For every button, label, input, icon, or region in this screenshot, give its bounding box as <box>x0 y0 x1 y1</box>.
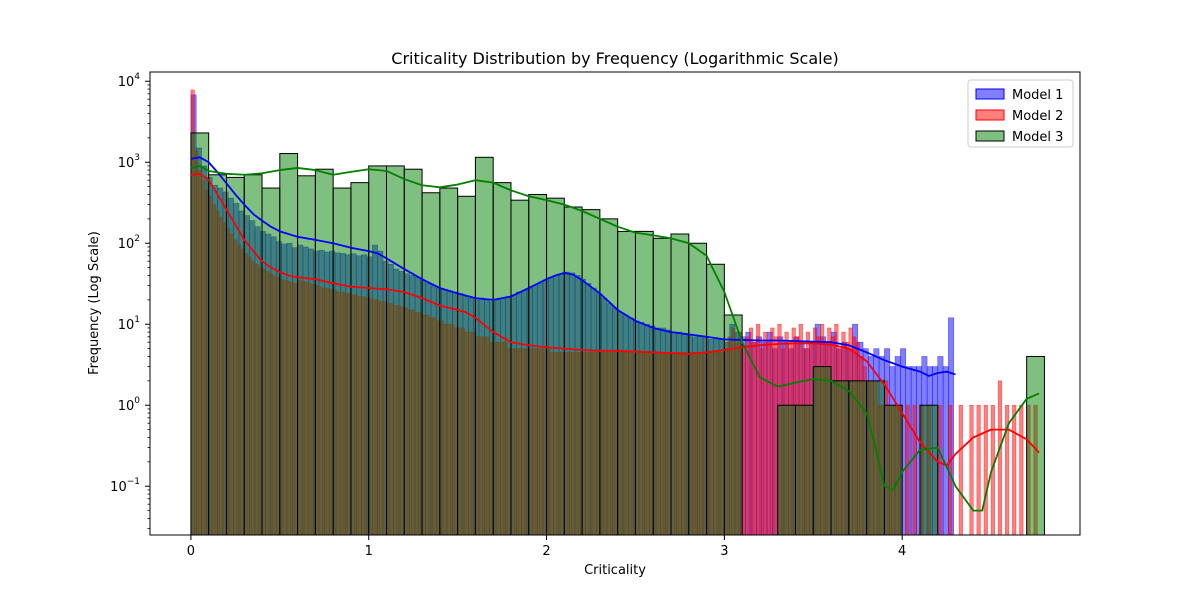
histogram-bar <box>634 230 654 535</box>
histogram-bar <box>958 404 963 535</box>
histogram-bar <box>766 341 771 535</box>
series-2-kde-line <box>190 172 1040 467</box>
histogram-bar <box>773 336 779 535</box>
histogram-bar <box>1012 404 1017 535</box>
histogram-bar <box>492 182 512 535</box>
histogram-bar <box>688 242 708 535</box>
y-axis-title: Frequency (Log Scale) <box>87 231 102 375</box>
histogram-bar <box>332 187 352 535</box>
histogram-bar <box>528 193 548 535</box>
legend-swatch <box>975 109 1005 121</box>
histogram-bar <box>297 175 316 535</box>
histogram-bar <box>942 366 949 535</box>
histogram-bar <box>617 230 636 535</box>
histogram-bar <box>652 237 672 535</box>
histogram-bar <box>474 156 494 535</box>
histogram-bar <box>279 153 299 535</box>
histogram-bar <box>457 195 476 535</box>
histogram-bar <box>912 404 917 535</box>
legend-swatch <box>975 88 1005 100</box>
histogram-bar <box>581 209 601 535</box>
histogram-bar <box>563 206 583 535</box>
histogram-bar <box>190 132 210 535</box>
histogram-bar <box>812 366 832 535</box>
histogram-bar <box>599 218 619 535</box>
series-3-bars <box>190 132 1045 535</box>
histogram-bar <box>510 199 530 535</box>
histogram-bar <box>1019 404 1024 535</box>
histogram-bar <box>777 404 796 535</box>
plot-area <box>190 89 1045 535</box>
histogram-bar <box>976 404 981 535</box>
histogram-bar <box>763 331 768 535</box>
histogram-bar <box>439 187 459 535</box>
histogram-bar <box>997 380 1003 535</box>
series-3-kde-line <box>190 165 1040 512</box>
x-tick-label: 0 <box>187 544 195 559</box>
histogram-bar <box>386 165 405 535</box>
legend-label: Model 1 <box>1012 88 1063 103</box>
legend-swatch <box>975 130 1005 142</box>
histogram-bar <box>243 174 263 535</box>
histogram-bar <box>403 168 423 535</box>
histogram-bar <box>741 348 747 535</box>
x-tick-label: 1 <box>365 544 373 559</box>
histogram-bar <box>756 323 761 535</box>
plot-frame <box>149 71 1081 536</box>
x-axis-title: Criticality <box>584 563 646 578</box>
histogram-bar <box>225 176 245 535</box>
histogram-bar <box>919 404 939 535</box>
histogram-bar <box>670 233 690 535</box>
histogram-bar <box>421 192 441 535</box>
histogram-bar <box>745 336 750 535</box>
histogram-bar <box>350 182 370 535</box>
plot-inner <box>190 89 1045 535</box>
histogram-bar <box>546 197 565 535</box>
histogram-bar <box>1026 355 1045 535</box>
histogram-bar <box>983 404 988 535</box>
histogram-bar <box>883 404 903 535</box>
histogram-bar <box>848 380 868 535</box>
histogram-bar <box>770 327 775 535</box>
histogram-bar <box>969 404 974 535</box>
chart-title: Criticality Distribution by Frequency (L… <box>391 49 838 68</box>
x-tick-label: 3 <box>720 544 728 559</box>
histogram-bar <box>830 380 850 535</box>
legend: Model 1 Model 2 Model 3 <box>967 79 1074 148</box>
histogram-bar <box>794 404 814 535</box>
series-1-kde-line <box>190 156 956 377</box>
legend-label: Model 3 <box>1012 130 1063 145</box>
histogram-bar <box>1005 404 1010 535</box>
histogram-bar <box>314 168 334 535</box>
histogram-bar <box>905 404 910 535</box>
x-tick-label: 2 <box>542 544 550 559</box>
x-tick-label: 4 <box>898 544 906 559</box>
histogram-bar <box>208 174 227 535</box>
legend-label: Model 2 <box>1012 109 1063 124</box>
histogram-bar <box>261 187 281 535</box>
histogram-bar <box>368 165 388 535</box>
histogram-bar <box>937 404 942 535</box>
histogram-bar <box>706 263 725 535</box>
histogram-bar <box>866 380 885 535</box>
